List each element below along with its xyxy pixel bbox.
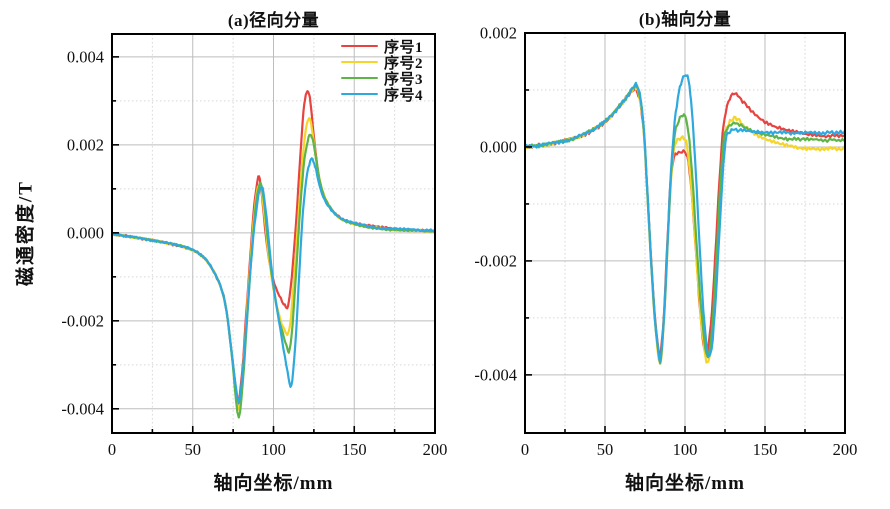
x-tick-label: 50 <box>185 440 202 459</box>
plot-a-title: (a)径向分量 <box>227 11 320 30</box>
plot-b-x-axis-label: 轴向坐标/mm <box>625 473 745 494</box>
y-axis-label: 磁通密度/T <box>15 180 37 286</box>
curve-series-3 <box>525 84 845 365</box>
x-tick-label: 0 <box>108 440 116 459</box>
gridlines <box>525 33 845 433</box>
y-tick-label: -0.002 <box>61 311 104 330</box>
legend-row: 序号3 <box>341 70 424 88</box>
curve-series-4 <box>525 74 845 363</box>
y-tick-label: 0.002 <box>480 24 517 43</box>
legend-label-1: 序号1 <box>384 39 424 56</box>
axis-box <box>524 32 846 434</box>
y-tick-label: 0.000 <box>67 223 104 242</box>
axis-box <box>111 33 436 434</box>
y-tick-label: -0.004 <box>61 399 104 418</box>
legend-row: 序号1 <box>341 38 424 56</box>
legend-line-swatch-2 <box>341 60 378 64</box>
x-tick-label: 0 <box>521 440 529 459</box>
legend-label-4: 序号4 <box>384 87 424 104</box>
y-tick-label: 0.000 <box>480 137 517 156</box>
legend: 序号1 序号2 序号3 序号4 <box>341 38 424 104</box>
plot-a-group: 0 50 100 150 200 0.004 0.002 0.000 -0.002 -0.004 <box>61 33 447 459</box>
x-tick-label: 150 <box>753 440 778 459</box>
curves <box>525 74 845 365</box>
tick-labels: 0 50 100 150 200 0.004 0.002 0.000 -0.002 -0.004 <box>61 47 447 459</box>
y-tick-label: -0.002 <box>474 251 517 270</box>
plot-a-x-axis-label: 轴向坐标/mm <box>213 473 334 494</box>
x-tick-label: 50 <box>597 440 614 459</box>
legend-row: 序号4 <box>341 86 424 104</box>
plot-b-title: (b)轴向分量 <box>638 10 732 29</box>
x-tick-label: 100 <box>673 440 698 459</box>
x-tick-label: 150 <box>342 440 367 459</box>
x-tick-label: 200 <box>833 440 858 459</box>
legend-label-3: 序号3 <box>384 71 424 88</box>
y-tick-label: -0.004 <box>474 365 517 384</box>
curves <box>112 90 435 419</box>
legend-line-swatch-4 <box>341 92 378 96</box>
legend-label-2: 序号2 <box>384 55 424 72</box>
legend-line-swatch-1 <box>341 44 378 48</box>
tick-labels: 0 50 100 150 200 0.002 0.000 -0.002 -0.004 <box>474 24 857 460</box>
legend-line-swatch-3 <box>341 76 378 80</box>
x-tick-label: 200 <box>423 440 448 459</box>
legend-row: 序号2 <box>341 54 424 72</box>
plot-b-group: 0 50 100 150 200 0.002 0.000 -0.002 -0.004 <box>474 24 857 460</box>
curve-series-4 <box>112 157 435 405</box>
y-tick-label: 0.002 <box>67 135 104 154</box>
x-tick-label: 100 <box>261 440 286 459</box>
y-tick-label: 0.004 <box>67 47 104 66</box>
